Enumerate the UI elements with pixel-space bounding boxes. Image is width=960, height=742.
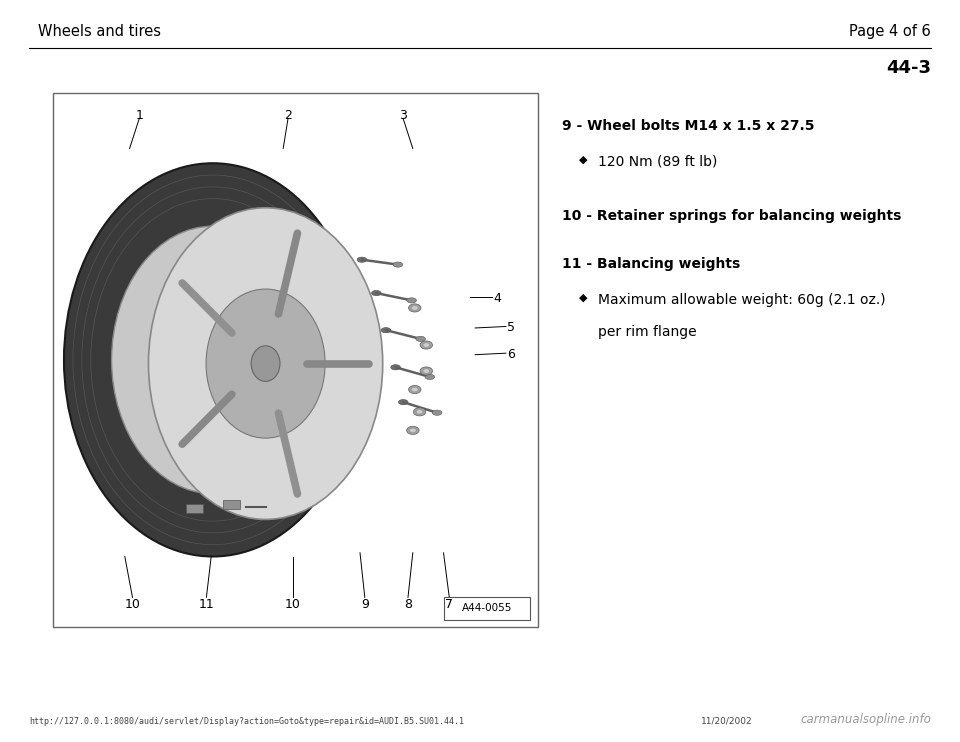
Text: 9: 9 [361, 598, 369, 611]
Text: 120 Nm (89 ft lb): 120 Nm (89 ft lb) [598, 154, 717, 168]
Ellipse shape [423, 343, 430, 347]
Text: 2: 2 [284, 108, 292, 122]
Ellipse shape [420, 341, 433, 349]
Ellipse shape [149, 208, 383, 519]
Ellipse shape [416, 336, 425, 341]
Ellipse shape [414, 408, 426, 416]
Text: 3: 3 [399, 108, 407, 122]
Text: A44-0055: A44-0055 [462, 603, 512, 614]
Text: 44-3: 44-3 [886, 59, 931, 77]
Ellipse shape [409, 386, 421, 393]
Ellipse shape [409, 303, 421, 312]
Text: ◆: ◆ [579, 154, 587, 164]
Ellipse shape [391, 365, 400, 370]
Ellipse shape [252, 346, 280, 381]
Ellipse shape [417, 410, 423, 414]
Ellipse shape [423, 369, 430, 373]
Ellipse shape [398, 399, 408, 405]
Ellipse shape [425, 374, 435, 379]
Bar [53, 93, 538, 627]
Text: ◆: ◆ [579, 293, 587, 303]
Ellipse shape [111, 226, 314, 493]
Text: carmanualsopline.info: carmanualsopline.info [801, 712, 931, 726]
Text: Page 4 of 6: Page 4 of 6 [850, 24, 931, 39]
Ellipse shape [407, 426, 420, 435]
Text: 10: 10 [285, 598, 300, 611]
Text: 1: 1 [135, 108, 143, 122]
Ellipse shape [381, 328, 391, 332]
Ellipse shape [410, 428, 417, 433]
Text: http://127.0.0.1:8080/audi/servlet/Display?action=Goto&type=repair&id=AUDI.B5.SU: http://127.0.0.1:8080/audi/servlet/Displ… [29, 717, 464, 726]
Text: Wheels and tires: Wheels and tires [38, 24, 161, 39]
Text: 11/20/2002: 11/20/2002 [701, 717, 753, 726]
Ellipse shape [407, 298, 417, 303]
Text: 11 - Balancing weights: 11 - Balancing weights [562, 257, 740, 272]
Text: 4: 4 [493, 292, 501, 305]
Text: 6: 6 [507, 348, 515, 361]
Ellipse shape [412, 387, 419, 392]
Text: 10 - Retainer springs for balancing weights: 10 - Retainer springs for balancing weig… [562, 209, 901, 223]
Bar [186, 504, 204, 513]
Text: 10: 10 [125, 598, 140, 611]
Text: 5: 5 [507, 321, 515, 335]
Ellipse shape [393, 262, 402, 267]
Ellipse shape [412, 306, 419, 310]
Text: 9 - Wheel bolts M14 x 1.5 x 27.5: 9 - Wheel bolts M14 x 1.5 x 27.5 [562, 119, 814, 133]
Ellipse shape [64, 163, 362, 556]
Ellipse shape [206, 289, 325, 438]
Text: 8: 8 [404, 598, 412, 611]
Ellipse shape [372, 291, 381, 295]
Bar [223, 500, 240, 509]
Text: Maximum allowable weight: 60g (2.1 oz.): Maximum allowable weight: 60g (2.1 oz.) [598, 293, 886, 307]
Bar [444, 597, 530, 620]
Text: per rim flange: per rim flange [598, 325, 697, 339]
Ellipse shape [357, 257, 367, 263]
Ellipse shape [432, 410, 442, 416]
Text: 11: 11 [199, 598, 214, 611]
Text: 7: 7 [445, 598, 453, 611]
Ellipse shape [420, 367, 433, 375]
